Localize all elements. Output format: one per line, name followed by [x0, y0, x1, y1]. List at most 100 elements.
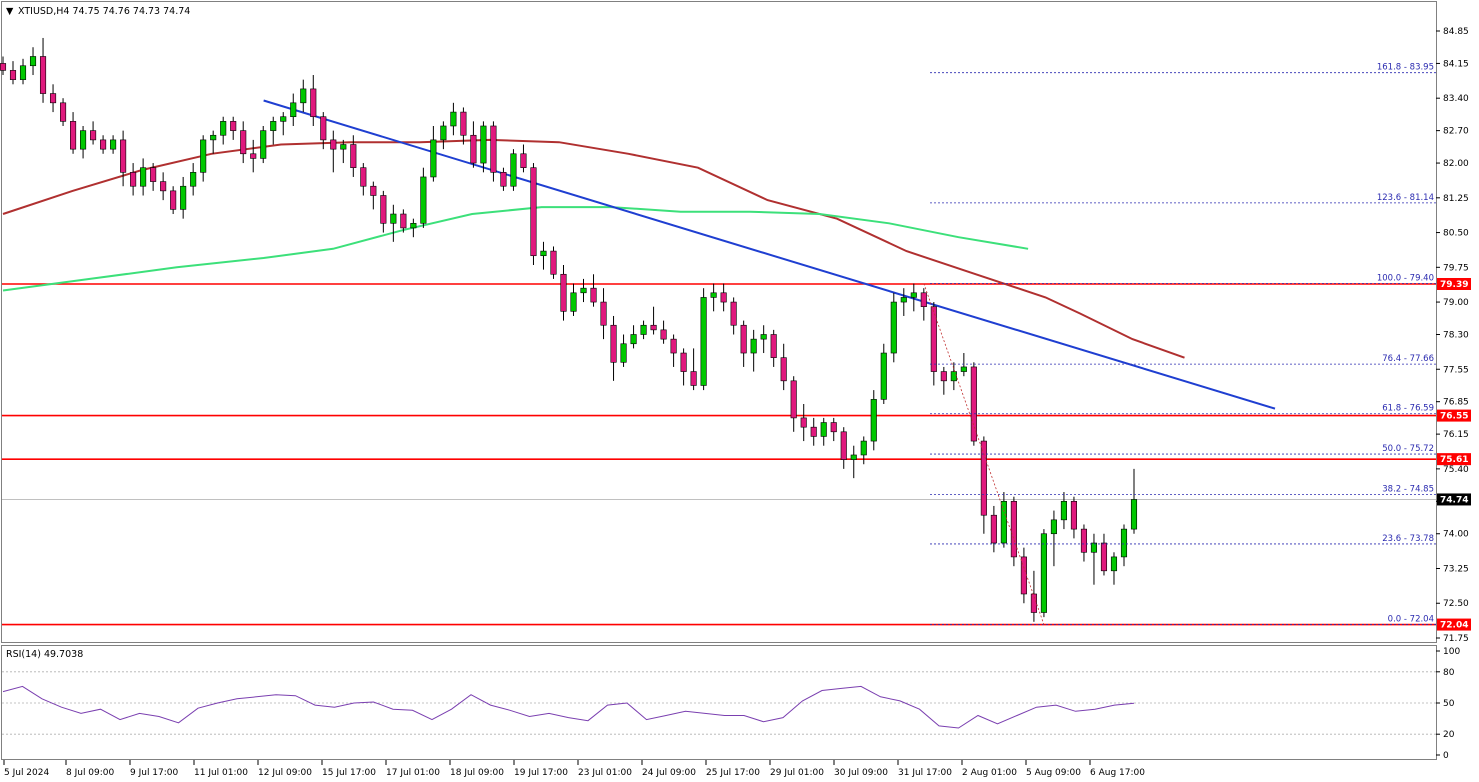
x-tick-label: 12 Jul 09:00	[258, 768, 312, 778]
candle-body	[500, 172, 507, 187]
x-tick-label: 15 Jul 17:00	[322, 768, 376, 778]
rsi-tick-label: 50	[1443, 699, 1455, 709]
candle	[1030, 570, 1037, 622]
rsi-pane-frame	[1, 645, 1437, 760]
candle-body	[350, 144, 357, 168]
x-tick-label: 19 Jul 17:00	[514, 768, 568, 778]
fibonacci-layer: 161.8 - 83.95 123.6 - 81.14 100.0 - 79.40 7…	[923, 63, 1436, 625]
candle-body	[480, 125, 487, 164]
candle-body	[190, 172, 197, 187]
candle-body	[820, 422, 827, 437]
x-tick-label: 5 Jul 2024	[4, 768, 49, 778]
candle	[19, 58, 27, 85]
candle-body	[340, 144, 347, 150]
candle	[180, 176, 187, 219]
candle-body	[220, 121, 227, 136]
candle	[29, 47, 37, 76]
x-tick-label: 31 Jul 17:00	[898, 768, 952, 778]
candle-body	[1110, 556, 1118, 572]
candle	[220, 116, 227, 145]
candle-body	[390, 213, 397, 224]
candle	[410, 218, 417, 238]
moving-averages	[2, 138, 1185, 359]
candle	[460, 107, 467, 145]
candle	[830, 417, 837, 442]
fib-level-label: 61.8 - 76.59	[1382, 404, 1434, 414]
candle-body	[230, 121, 237, 131]
candle-body	[290, 102, 297, 118]
candle	[360, 163, 367, 196]
price-tag-box	[1437, 277, 1471, 290]
candle-body	[770, 334, 777, 358]
y-tick-label: 82.70	[1443, 127, 1469, 137]
candle	[730, 297, 737, 335]
y-tick-label: 83.40	[1443, 94, 1469, 104]
candle	[190, 163, 197, 196]
candle-body	[400, 213, 407, 229]
candle	[640, 320, 647, 340]
candle	[1100, 533, 1108, 576]
candle	[790, 376, 797, 432]
y-tick-label: 75.40	[1443, 465, 1469, 475]
candle-body	[1030, 593, 1037, 613]
candle-body	[860, 440, 867, 456]
candle-body	[130, 172, 137, 187]
candle	[490, 121, 497, 182]
candle-body	[60, 102, 67, 122]
price-tag-label: 76.55	[1440, 412, 1468, 422]
fib-level-label: 50.0 - 75.72	[1382, 444, 1434, 454]
candle	[0, 56, 7, 76]
x-tick-label: 9 Jul 17:00	[130, 768, 179, 778]
candle	[880, 343, 887, 405]
candle-body	[160, 181, 167, 192]
candle-body	[170, 190, 177, 210]
candle	[320, 112, 327, 150]
candle	[430, 125, 437, 182]
candle	[500, 167, 507, 191]
candle-body	[890, 301, 897, 354]
candle-body	[850, 454, 857, 460]
candle-body	[620, 343, 627, 363]
candle	[350, 135, 357, 177]
candle-body	[1090, 542, 1098, 553]
candle	[650, 306, 657, 335]
candle-body	[980, 440, 987, 516]
candle-body	[570, 292, 577, 312]
candle	[970, 362, 977, 446]
candle	[1130, 468, 1138, 534]
x-tick-label: 6 Aug 17:00	[1090, 768, 1145, 778]
price-tags: 79.39 76.55 75.61 74.74 72.04	[1437, 277, 1471, 631]
candle-body	[210, 134, 217, 141]
candle	[120, 130, 127, 187]
candle-body	[900, 297, 907, 303]
candle-body	[1080, 528, 1088, 553]
candle	[1080, 524, 1088, 562]
collapse-arrow-icon[interactable]: ▼	[6, 6, 14, 17]
candle-body	[950, 371, 957, 382]
y-tick-label: 77.55	[1443, 365, 1469, 375]
rsi-line	[2, 685, 1135, 729]
candle	[280, 112, 287, 136]
candle	[260, 125, 267, 164]
candle-body	[600, 301, 607, 326]
candle	[580, 278, 587, 303]
candle-body	[670, 338, 677, 354]
x-tick-label: 23 Jul 01:00	[578, 768, 632, 778]
candle-body	[1120, 528, 1128, 558]
candle-body	[760, 334, 767, 340]
y-tick-label: 84.85	[1443, 27, 1469, 37]
x-tick-label: 11 Jul 01:00	[194, 768, 248, 778]
candle-body	[580, 287, 587, 294]
candle	[960, 353, 967, 377]
candle-body	[810, 426, 817, 437]
x-tick-label: 18 Jul 09:00	[450, 768, 504, 778]
fib-level-label: 100.0 - 79.40	[1377, 274, 1434, 284]
candle	[890, 292, 897, 363]
candle-body	[740, 324, 747, 354]
candle	[110, 135, 117, 154]
candle-body	[990, 514, 997, 544]
y-tick-label: 78.30	[1443, 331, 1469, 341]
candle-body	[700, 297, 707, 386]
candle-body	[460, 111, 467, 136]
candle	[700, 288, 707, 391]
